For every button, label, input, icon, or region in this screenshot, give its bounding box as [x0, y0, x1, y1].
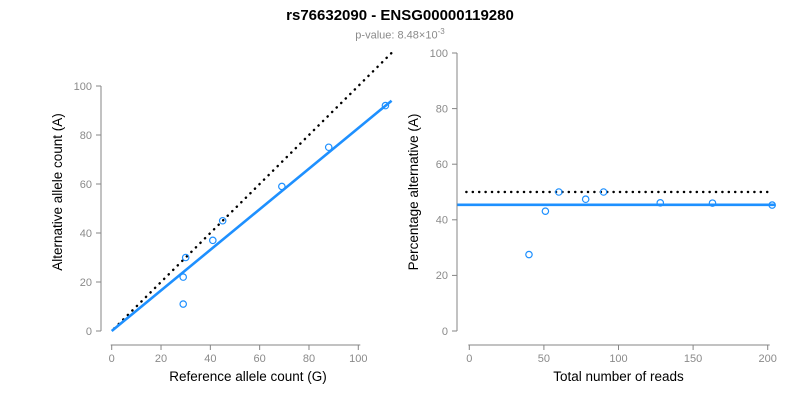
y-tick-label: 20 — [80, 277, 92, 289]
data-point — [278, 182, 286, 191]
x-tick-label: 0 — [109, 353, 115, 365]
chart-subtitle: p-value: 8.48×10-3 — [0, 27, 800, 42]
x-tick-label: 200 — [759, 353, 777, 365]
data-point — [218, 216, 227, 225]
data-point — [381, 101, 390, 110]
y-tick-label: 80 — [80, 130, 92, 142]
y-tick-label: 100 — [430, 48, 448, 60]
data-point — [708, 199, 717, 207]
y-tick-label: 40 — [436, 215, 448, 227]
data-point — [525, 250, 533, 259]
allele-count-panel: 0 20 40 60 80 100 0 20 40 60 80 100 Reference allele… — [50, 51, 393, 384]
y-tick-label: 80 — [436, 103, 448, 115]
y-tick-label: 60 — [436, 159, 448, 171]
y-tick-label: 0 — [442, 326, 448, 338]
data-point — [541, 207, 550, 215]
data-point — [599, 188, 608, 196]
y-axis-label: Percentage alternative (A) — [406, 114, 421, 271]
y-tick-label: 20 — [436, 270, 448, 282]
identity-line — [112, 51, 393, 330]
data-point — [581, 195, 590, 204]
y-axis-label: Alternative allele count (A) — [50, 113, 65, 271]
y-tick-label: 0 — [86, 326, 92, 338]
x-tick-label: 20 — [155, 353, 167, 365]
x-tick-label: 40 — [204, 353, 216, 365]
data-point — [179, 300, 188, 308]
chart-title: rs76632090 - ENSG00000119280 — [286, 7, 514, 24]
data-point — [209, 236, 217, 245]
y-tick-label: 60 — [80, 179, 92, 191]
data-point — [555, 188, 563, 196]
data-point — [181, 253, 190, 262]
y-tick-label: 40 — [80, 228, 92, 240]
data-point — [656, 199, 665, 207]
data-point — [179, 273, 188, 281]
data-point — [324, 143, 333, 152]
x-tick-label: 100 — [349, 353, 367, 365]
data-point — [768, 201, 776, 209]
fit-line — [110, 99, 393, 333]
x-tick-label: 50 — [538, 353, 550, 365]
y-tick-label: 100 — [74, 81, 92, 93]
percentage-panel: 0 20 40 60 80 100 0 50 100 150 200 Total number of … — [406, 48, 777, 384]
x-axis-label: Total number of reads — [553, 369, 684, 384]
x-tick-label: 60 — [254, 353, 266, 365]
x-tick-label: 100 — [609, 353, 627, 365]
x-tick-label: 150 — [684, 353, 702, 365]
p-value-text: p-value: 8.48×10 — [355, 29, 438, 42]
p-value-exponent: -3 — [437, 27, 445, 36]
x-tick-label: 80 — [303, 353, 315, 365]
x-axis-label: Reference allele count (G) — [169, 369, 327, 384]
x-tick-label: 0 — [466, 353, 472, 365]
